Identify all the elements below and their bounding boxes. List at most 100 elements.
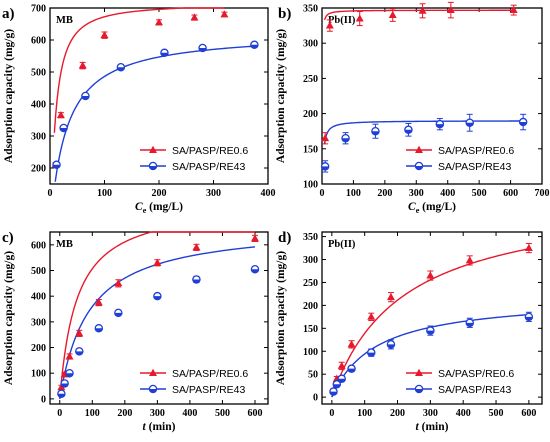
data-point-fill [341,138,350,142]
chart-panel-2: 0 100 200 300 400 500 600 700100150200250300350… [275,1,550,215]
x-tick-label: 400 [261,188,276,199]
x-tick-label: 400 [440,188,455,199]
data-point-fill [75,351,83,355]
data-point-SA/PASP/RE0.6 [347,340,356,348]
x-tick-label: 600 [247,408,262,419]
x-tick-label: 0 [329,408,334,419]
legend-label: SA/PASP/RE0.6 [438,145,514,157]
y-tick-label: 400 [31,100,46,111]
panel-tag: Pb(II) [328,15,356,26]
panel-label: d) [278,230,291,246]
x-tick-label: 500 [215,408,230,419]
x-tick-label: 600 [521,408,536,419]
legend-marker [415,368,423,376]
legend-marker-fill [415,389,423,393]
y-tick-label: 200 [31,343,46,354]
y-tick-label: 250 [303,74,318,85]
y-axis-title: Adsorption capacity (mg/g) [275,251,287,385]
data-point-fill [251,269,259,273]
data-point-SA/PASP/RE0.6 [57,383,66,391]
panel-label: c) [2,230,14,246]
data-point-fill [192,279,201,284]
chart-panel-3: 0 100 200 300 400 500 600 0 100 200 300 400 500 600 t … [2,230,269,433]
data-point-fill [250,44,258,49]
legend-label: SA/PASP/RE43 [438,161,512,173]
y-tick-label: 250 [303,278,318,289]
x-tick-label: 100 [357,408,372,419]
data-point-fill [367,352,375,357]
data-point-fill [519,122,527,126]
x-tick-label: 300 [206,188,221,199]
data-point-fill [329,391,338,396]
data-point-fill [436,124,444,128]
legend-marker [149,145,157,153]
y-tick-label: 200 [303,109,318,120]
fit-curve-SA/PASP/RE0.6 [59,231,255,399]
data-point-fill [95,328,103,332]
data-point-SA/PASP/RE0.6 [509,5,518,14]
data-point-fill [371,131,380,135]
data-point-fill [117,67,125,71]
data-point-fill [404,129,413,134]
data-point-SA/PASP/RE0.6 [524,243,533,251]
y-tick-label: 300 [31,317,46,328]
data-point-SA/PASP/RE0.6 [250,234,259,242]
data-point-SA/PASP/RE0.6 [386,292,395,301]
x-tick-label: 400 [182,408,197,419]
data-point-SA/PASP/RE0.6 [192,243,201,251]
x-tick-label: 0 [320,188,325,199]
y-tick-label: 100 [31,369,46,380]
legend-label: SA/PASP/RE0.6 [172,368,248,380]
data-point-fill [114,312,122,317]
data-point-fill [153,296,161,300]
legend-marker [415,145,423,153]
x-tick-label: 100 [97,188,112,199]
x-tick-label: 0 [48,188,53,199]
y-tick-label: 300 [303,255,318,266]
y-tick-label: 500 [31,68,46,79]
data-point-fill [61,383,69,388]
fit-curve-SA/PASP/RE0.6 [323,9,514,21]
chart-panel-1: 0 100 200 300 400 200 300 400 500 600 700 Ce (mg/L)… [2,4,276,216]
y-tick-label: 200 [31,164,46,175]
data-point-fill [466,322,474,327]
y-tick-label: 600 [31,36,46,47]
legend-label: SA/PASP/RE43 [172,161,246,173]
legend-label: SA/PASP/RE0.6 [172,145,248,157]
data-point-SA/PASP/RE0.6 [56,111,65,119]
data-point-SA/PASP/RE0.6 [367,312,376,320]
x-axis-title: Ce (mg/L) [135,201,183,215]
data-point-SA/PASP/RE0.6 [465,256,474,264]
data-point-fill [426,330,434,335]
data-point-SA/PASP/RE0.6 [388,10,397,18]
x-tick-label: 300 [150,408,165,419]
x-tick-label: 100 [346,188,361,199]
y-tick-label: 300 [303,39,318,50]
x-tick-label: 300 [423,408,438,419]
legend-marker-fill [149,389,157,393]
data-point-SA/PASP/RE0.6 [114,279,123,287]
fit-curve-SA/PASP/RE0.6 [53,7,225,133]
chart-panel-4: 0 100 200 300 400 500 600 0 50 100 150 200 250 300 350… [275,230,543,433]
data-point-fill [525,316,533,321]
legend-marker-fill [415,166,423,170]
panel-label: b) [278,6,291,22]
legend-marker [149,368,157,376]
data-point-fill [466,122,474,127]
y-tick-label: 500 [31,266,46,277]
data-point-fill [321,166,329,170]
y-tick-label: 600 [31,240,46,251]
data-point-SA/PASP/RE0.6 [321,134,330,142]
y-tick-label: 100 [303,180,318,191]
x-tick-label: 500 [489,408,504,419]
legend-label: SA/PASP/RE43 [172,384,246,396]
data-point-SA/PASP/RE0.6 [337,361,346,369]
data-point-fill [199,48,207,52]
data-point-SA/PASP/RE0.6 [94,298,103,306]
panel-tag: MB [56,15,73,26]
y-tick-label: 350 [303,232,318,243]
data-point-SA/PASP/RE0.6 [220,10,229,18]
data-point-fill [160,52,169,57]
data-point-SA/PASP/RE0.6 [446,5,455,14]
data-point-SA/PASP/RE0.6 [78,61,87,69]
